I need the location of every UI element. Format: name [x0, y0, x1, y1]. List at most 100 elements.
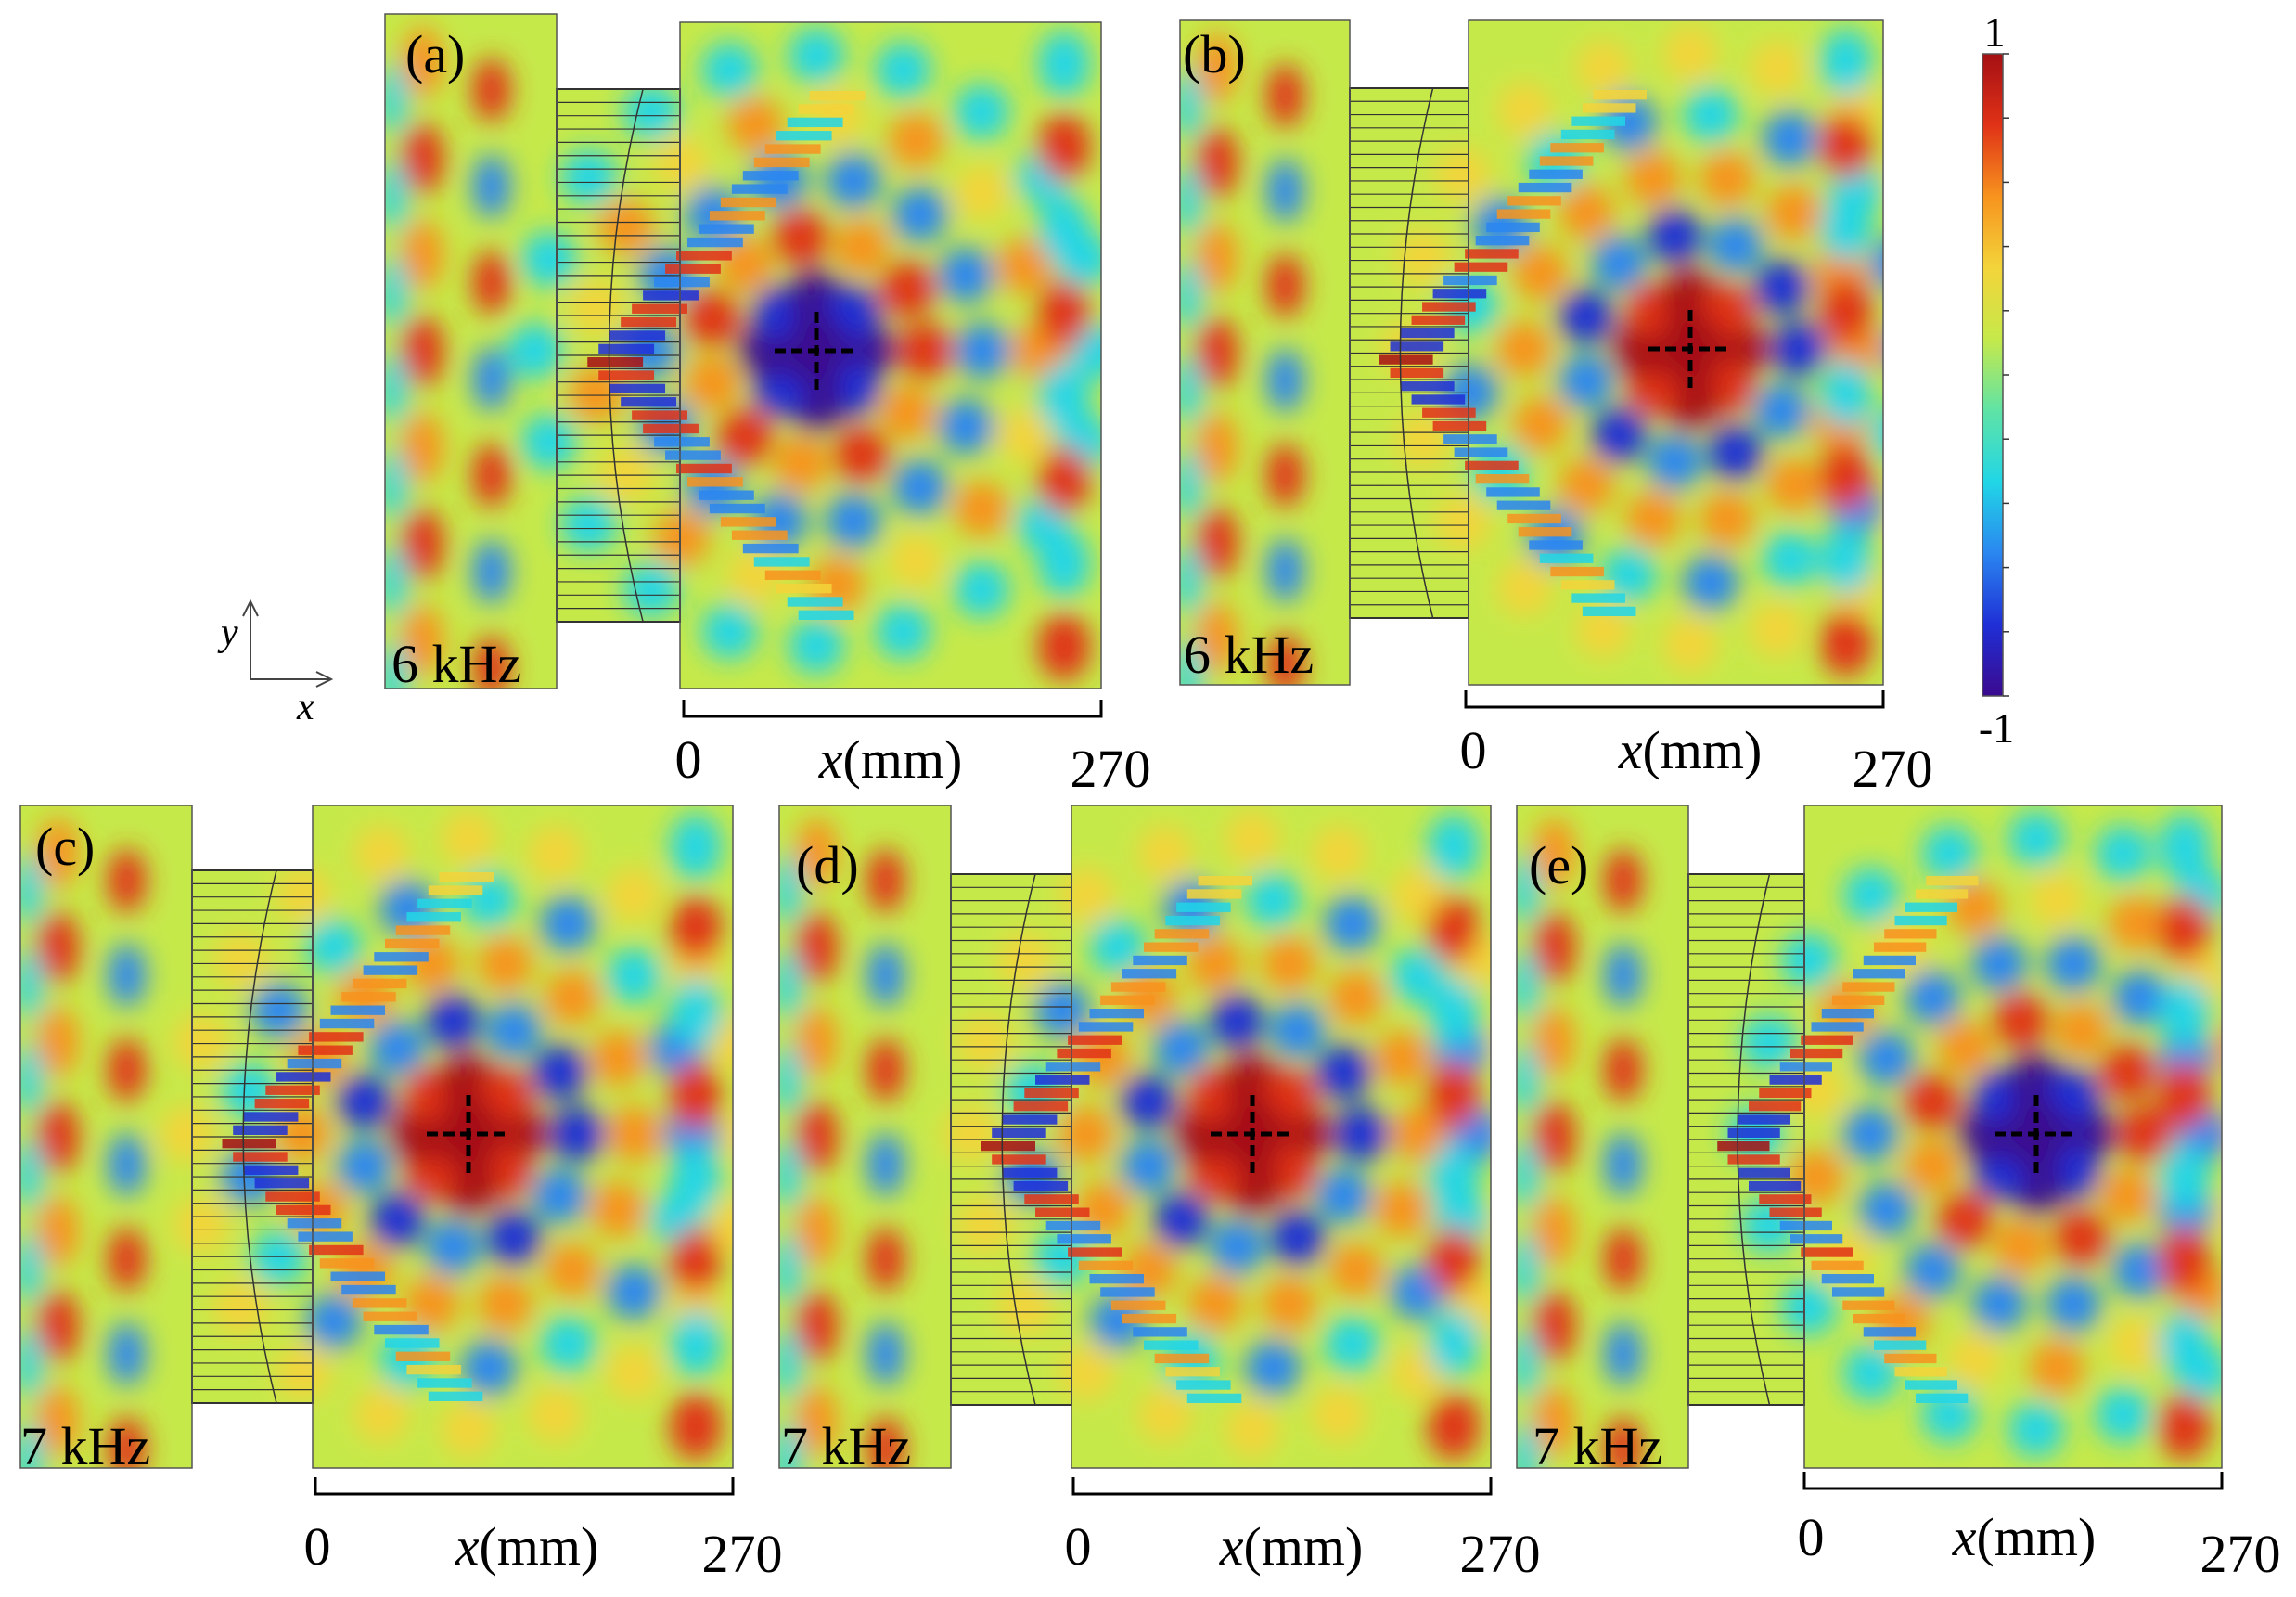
unit-cell-fill: [1717, 1141, 1770, 1152]
field-lobe: [670, 1393, 722, 1461]
unit-cell-fill: [1486, 222, 1540, 233]
unit-cell-fill: [676, 251, 732, 261]
unit-cell-fill: [1078, 1260, 1134, 1270]
field-lobe: [108, 1038, 147, 1101]
field-lobe: [2159, 895, 2211, 963]
field-lobe: [385, 254, 408, 329]
field-lobe: [1390, 947, 1446, 1004]
field-lobe: [1533, 1196, 1575, 1267]
x-axis-title-b: x(mm): [1618, 720, 1763, 780]
field-lobe: [1266, 349, 1304, 412]
field-lobe: [1180, 68, 1202, 143]
field-lobe: [425, 1218, 481, 1275]
field-lobe: [1993, 993, 2049, 1050]
unit-cell-fill: [1550, 566, 1604, 577]
field-lobe: [540, 895, 596, 952]
field-lobe: [1858, 1181, 1915, 1238]
field-lobe: [37, 1385, 79, 1456]
field-lobe: [1269, 1002, 1326, 1059]
unit-cell-fill: [1045, 1062, 1101, 1072]
unit-cell-fill: [1571, 593, 1625, 603]
field-lobe: [1905, 1242, 1961, 1298]
unit-cell-fill: [276, 1072, 331, 1082]
unit-cell-fill: [1165, 1367, 1220, 1377]
unit-cell-fill: [1811, 1260, 1864, 1270]
field-lobe: [1753, 259, 1810, 316]
unit-cell-fill: [1832, 1287, 1885, 1297]
colorbar: 1 -1: [1979, 8, 2014, 752]
field-lobe: [1937, 1020, 1994, 1076]
field-lobe: [1771, 321, 1827, 377]
field-clip: [20, 805, 733, 1468]
field-lobe: [1496, 321, 1552, 377]
frequency-label-c: 7 kHz: [20, 1416, 150, 1476]
x-axis-unit-a: (mm): [842, 729, 962, 790]
field-lobe: [402, 122, 443, 194]
field-lobe: [1180, 637, 1202, 685]
field-lobe: [1604, 1322, 1643, 1385]
field-lobe: [1533, 1101, 1575, 1172]
unit-cell-fill: [243, 1165, 299, 1176]
unit-cell-fill: [254, 1178, 310, 1189]
field-lobe: [477, 1276, 533, 1333]
field-lobe: [1604, 849, 1643, 912]
unit-cell-fill: [1432, 289, 1487, 299]
field-lobe: [1789, 1149, 1845, 1205]
field-lobe: [1921, 825, 1978, 882]
unit-cell-fill: [742, 543, 799, 554]
field-lobe: [1374, 1181, 1430, 1238]
field-lobe: [796, 1007, 838, 1077]
field-lobe: [108, 1417, 147, 1468]
field-lobe: [37, 1291, 79, 1361]
field-lobe: [1930, 230, 1985, 286]
unit-cell-fill: [598, 343, 655, 354]
unit-cell-fill: [742, 171, 799, 181]
unit-cell-fill: [1518, 527, 1572, 537]
field-lobe: [2111, 970, 2168, 1026]
colorbar-max-label: 1: [1984, 8, 2006, 56]
field-lobe: [1428, 1062, 1480, 1129]
field-lobe: [477, 935, 533, 992]
unit-cell-fill: [1465, 460, 1519, 470]
field-lobe: [866, 1417, 905, 1468]
field-lobe: [2053, 1209, 2110, 1266]
field-lobe: [1517, 1231, 1540, 1306]
unit-cell-fill: [598, 370, 655, 380]
field-lobe: [353, 825, 410, 882]
field-lobe: [1333, 1106, 1389, 1162]
x-axis-letter: x: [296, 686, 314, 728]
field-lobe: [402, 26, 443, 97]
field-lobe: [1197, 601, 1238, 673]
field-lobe: [2216, 1021, 2222, 1077]
field-lobe: [1558, 353, 1614, 409]
field-lobe: [544, 1242, 600, 1298]
unit-cell-fill: [798, 610, 854, 620]
field-lobe: [1625, 491, 1682, 547]
field-lobe: [2276, 1015, 2296, 1071]
field-lobe: [789, 27, 844, 84]
unit-cell-fill: [385, 938, 440, 949]
field-lobe: [825, 493, 881, 549]
field-lobe: [2008, 810, 2064, 867]
unit-cell-fill: [1401, 328, 1455, 339]
field-lobe: [2111, 1242, 2168, 1298]
metasurface-slab: [556, 88, 866, 623]
field-lobe: [779, 1421, 802, 1468]
x-arrowhead-icon: [315, 671, 334, 688]
field-lobe: [472, 637, 511, 689]
unit-cell-fill: [417, 898, 472, 909]
field-lobe: [1038, 446, 1090, 514]
field-lobe: [1517, 1042, 1540, 1116]
field-lobe: [1311, 825, 1367, 882]
field-lobe: [955, 323, 1010, 379]
field-lobe: [1683, 87, 1739, 144]
field-lobe: [773, 435, 829, 492]
panel-label-b: (b): [1183, 24, 1246, 84]
field-lobe: [385, 447, 408, 522]
field-lobe: [796, 1291, 838, 1361]
unit-cell-fill: [1078, 1022, 1134, 1032]
field-lobe: [1662, 25, 1718, 82]
field-lobe: [1517, 1421, 1540, 1468]
field-lobe: [472, 58, 511, 122]
field-lobe: [1558, 457, 1615, 513]
